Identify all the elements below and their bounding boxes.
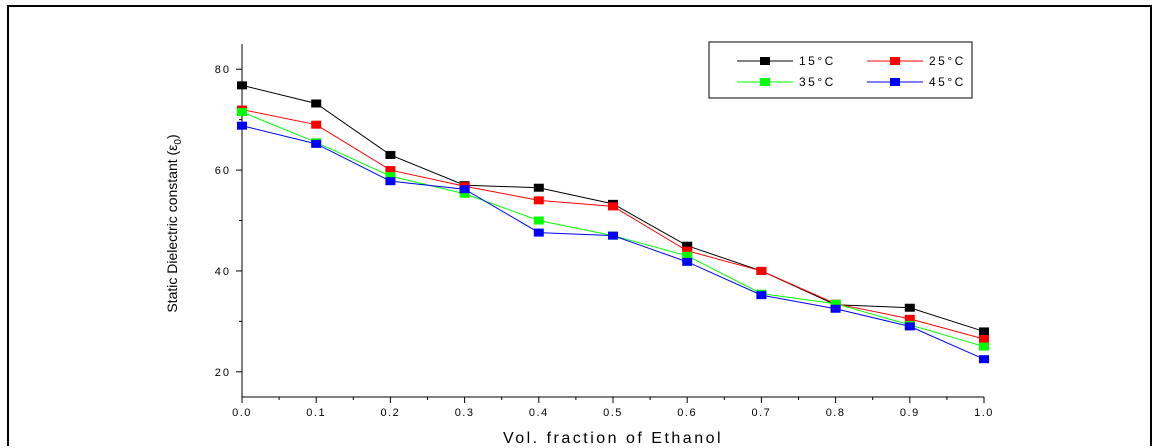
data-point-marker <box>385 150 396 159</box>
data-point-marker <box>385 166 396 175</box>
data-point-marker <box>979 335 989 344</box>
y-tick-label: 80 <box>215 64 231 76</box>
data-point-marker <box>459 185 470 194</box>
x-tick-label: 0.8 <box>826 407 846 419</box>
x-tick-label: 1.0 <box>974 407 994 419</box>
data-point-marker <box>533 216 544 225</box>
data-point-marker <box>311 99 322 108</box>
data-point-marker <box>682 257 693 266</box>
legend-marker <box>760 78 770 86</box>
x-tick-label: 0.2 <box>381 407 401 419</box>
data-point-marker <box>533 183 544 192</box>
legend-marker <box>890 57 900 65</box>
axes: 0.0 0.1 0.2 0.3 0.4 0.5 0.6 0.7 0.8 0.9 1.0 20 40 60 8… <box>215 44 994 419</box>
data-point-marker <box>385 172 396 181</box>
series-4 <box>237 121 989 364</box>
data-point-marker <box>682 246 693 255</box>
data-point-marker <box>756 291 767 300</box>
legend-label: 45°C <box>929 75 966 89</box>
chart-frame: 0.0 0.1 0.2 0.3 0.4 0.5 0.6 0.7 0.8 0.9 1.0 20 40 60 8… <box>7 5 1152 447</box>
data-point-marker <box>979 355 989 364</box>
data-point-marker <box>311 139 322 148</box>
data-point-marker <box>237 108 247 117</box>
x-axis-label: Vol. fraction of Ethanol <box>503 430 723 447</box>
data-point-marker <box>682 241 693 250</box>
data-point-marker <box>459 189 470 198</box>
y-axis-label-close: ) <box>164 134 180 139</box>
y-tick-label: 60 <box>215 165 231 177</box>
legend-label: 15°C <box>799 54 836 68</box>
data-point-marker <box>385 177 396 186</box>
data-point-marker <box>608 231 618 240</box>
x-tick-label: 0.5 <box>603 407 623 419</box>
legend-label: 25°C <box>929 54 966 68</box>
data-point-marker <box>608 202 618 211</box>
data-point-marker <box>756 266 767 275</box>
x-tick-label: 0.7 <box>752 407 772 419</box>
series-2 <box>237 105 989 344</box>
legend: 15°C 25°C 35°C 45°C <box>708 41 973 99</box>
data-point-marker <box>979 327 989 336</box>
data-point-marker <box>830 304 841 313</box>
data-point-marker <box>682 251 693 260</box>
data-point-marker <box>533 228 544 237</box>
data-point-marker <box>533 196 544 205</box>
series-line <box>241 125 985 360</box>
x-tick-label: 0.3 <box>455 407 475 419</box>
data-point-marker <box>904 303 915 312</box>
y-axis-label-subscript: 0 <box>173 139 184 145</box>
y-axis-label-main: Static Dielectric constant (ε <box>164 145 180 313</box>
y-tick-label: 40 <box>215 266 231 278</box>
y-tick-label: 20 <box>215 367 231 379</box>
legend-box <box>708 41 973 99</box>
data-point-marker <box>904 322 915 331</box>
legend-marker <box>890 78 900 86</box>
x-tick-label: 0.0 <box>232 407 252 419</box>
data-point-marker <box>830 299 841 308</box>
series-line <box>241 109 985 340</box>
data-point-marker <box>979 342 989 351</box>
line-chart: 0.0 0.1 0.2 0.3 0.4 0.5 0.6 0.7 0.8 0.9 1.0 20 40 60 8… <box>164 41 994 447</box>
x-tick-label: 0.9 <box>900 407 920 419</box>
data-point-marker <box>237 81 247 90</box>
data-point-marker <box>904 314 915 323</box>
x-tick-label: 0.1 <box>306 407 326 419</box>
legend-marker <box>760 57 770 65</box>
series-layer <box>237 81 989 364</box>
data-point-marker <box>237 121 247 130</box>
data-point-marker <box>311 120 322 129</box>
x-tick-label: 0.4 <box>529 407 549 419</box>
series-3 <box>237 108 989 351</box>
y-axis-label: Static Dielectric constant (ε0) <box>164 134 184 312</box>
legend-label: 35°C <box>799 75 836 89</box>
x-tick-label: 0.6 <box>677 407 697 419</box>
